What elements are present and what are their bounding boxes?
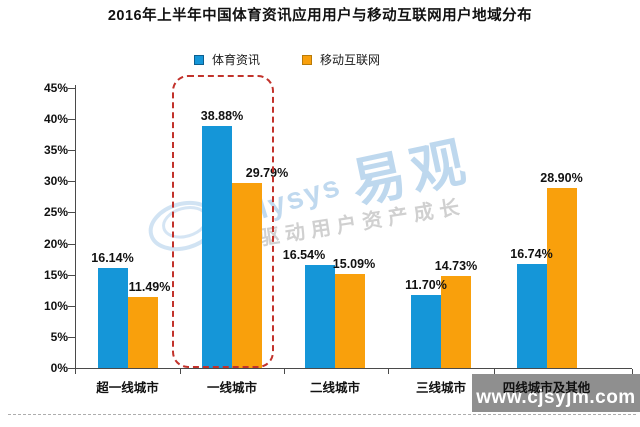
y-axis-tick-label: 45% [43, 81, 68, 95]
legend-label-mobile-internet: 移动互联网 [320, 53, 381, 67]
legend-label-sports-info: 体育资讯 [212, 53, 261, 67]
y-axis-tick-label: 20% [43, 236, 68, 251]
bar-value-label-体育资讯-四线城市及其他: 16.74% [510, 246, 553, 261]
site-url: www.cjsyjm.com [476, 387, 636, 409]
bar-value-label-移动互联网-三线城市: 14.73% [434, 259, 478, 274]
bar-体育资讯-超一线城市 [97, 267, 128, 368]
bar-体育资讯-四线城市及其他 [516, 263, 547, 368]
x-axis-tick [493, 369, 495, 374]
y-axis-tick-label: 5% [50, 329, 68, 344]
y-axis-tick [68, 119, 75, 121]
bar-移动互联网-二线城市 [335, 274, 365, 368]
highlight-dashed-box [172, 75, 274, 368]
site-watermark-box: www.cjsyjm.com [472, 374, 640, 412]
legend-swatch-blue [194, 54, 204, 65]
y-axis-tick-label: 10% [43, 298, 68, 313]
bar-体育资讯-二线城市 [305, 265, 335, 368]
bar-value-label-体育资讯-超一线城市: 16.14% [91, 250, 134, 265]
y-axis-tick [68, 274, 75, 276]
x-axis-label-一线城市: 一线城市 [206, 381, 258, 395]
bottom-divider [8, 414, 636, 415]
y-axis-tick-label: 0% [50, 361, 68, 375]
bar-value-label-体育资讯-一线城市: 38.88% [200, 109, 244, 124]
chart-title: 2016年上半年中国体育资讯应用用户与移动互联网用户地域分布 [107, 8, 533, 24]
y-axis-tick [68, 243, 75, 245]
bar-移动互联网-四线城市及其他 [546, 188, 577, 368]
y-axis-tick [68, 181, 75, 183]
legend-item-sports-info: 体育资讯 [194, 51, 260, 68]
x-axis-line [75, 368, 632, 369]
bar-移动互联网-超一线城市 [127, 296, 158, 368]
y-axis-tick-label: 25% [43, 205, 68, 220]
legend: 体育资讯 移动互联网 [194, 51, 380, 68]
y-axis-tick-label: 30% [43, 174, 68, 189]
x-axis-tick [632, 369, 633, 374]
bar-体育资讯-三线城市 [411, 295, 441, 368]
bar-value-label-移动互联网-一线城市: 29.79% [245, 165, 289, 180]
y-axis-tick [68, 336, 75, 338]
x-axis-label-三线城市: 三线城市 [415, 381, 467, 395]
bar-value-label-体育资讯-二线城市: 16.54% [282, 248, 326, 263]
y-axis-tick [68, 88, 75, 89]
bar-value-label-体育资讯-三线城市: 11.70% [405, 278, 447, 293]
x-axis-tick [388, 369, 389, 374]
y-axis-tick [68, 212, 75, 214]
legend-item-mobile-internet: 移动互联网 [302, 51, 380, 68]
y-axis-tick-label: 40% [43, 112, 68, 127]
x-axis-tick [75, 369, 76, 374]
bar-value-label-移动互联网-四线城市及其他: 28.90% [540, 171, 583, 186]
y-axis-tick [68, 150, 75, 152]
bar-移动互联网-一线城市 [232, 182, 262, 368]
bar-移动互联网-三线城市 [441, 276, 471, 368]
bar-value-label-移动互联网-超一线城市: 11.49% [128, 279, 171, 294]
bar-体育资讯-一线城市 [202, 126, 232, 368]
y-axis-tick [68, 368, 75, 369]
x-axis-tick [283, 369, 285, 374]
y-axis-tick-label: 15% [43, 267, 68, 282]
legend-swatch-orange [302, 54, 313, 65]
watermark-yiguan-logo-text: 易观 [346, 131, 477, 215]
x-axis-tick [179, 369, 181, 374]
y-axis-tick-label: 35% [43, 143, 68, 158]
x-axis-label-超一线城市: 超一线城市 [96, 381, 159, 395]
x-axis-label-二线城市: 二线城市 [309, 381, 361, 395]
watermark-slogan-text: 驱动用户资产成长 [257, 195, 467, 251]
bar-value-label-移动互联网-二线城市: 15.09% [332, 257, 376, 272]
x-axis-label-四线城市及其他: 四线城市及其他 [502, 381, 591, 395]
y-axis-line [75, 85, 76, 369]
y-axis-tick [68, 305, 75, 307]
